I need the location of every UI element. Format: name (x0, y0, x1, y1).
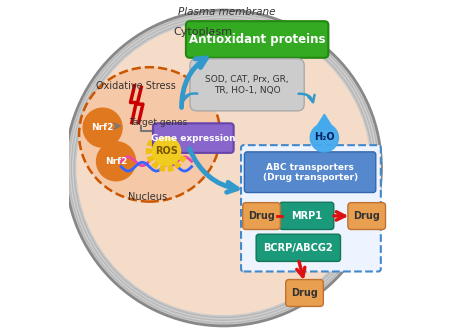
Text: MRP1: MRP1 (291, 211, 322, 221)
Text: Target genes: Target genes (129, 118, 187, 127)
Polygon shape (166, 151, 174, 172)
Text: Nrf2: Nrf2 (105, 157, 127, 166)
Polygon shape (166, 151, 186, 163)
FancyBboxPatch shape (286, 280, 323, 306)
FancyBboxPatch shape (348, 203, 385, 229)
Text: Nucleus: Nucleus (128, 192, 167, 202)
FancyBboxPatch shape (256, 234, 340, 261)
Polygon shape (146, 139, 166, 151)
Polygon shape (166, 139, 186, 151)
Polygon shape (151, 133, 166, 151)
Polygon shape (159, 130, 166, 151)
Text: Cytoplasm: Cytoplasm (174, 27, 233, 37)
Polygon shape (146, 148, 166, 155)
FancyBboxPatch shape (153, 123, 234, 153)
Text: Gene expression: Gene expression (151, 134, 236, 142)
Polygon shape (166, 133, 182, 151)
Text: BCRP/ABCG2: BCRP/ABCG2 (264, 243, 333, 253)
Circle shape (310, 124, 338, 152)
Ellipse shape (79, 67, 220, 202)
Text: H₂O: H₂O (314, 132, 335, 142)
FancyBboxPatch shape (241, 145, 381, 271)
Polygon shape (166, 148, 187, 155)
Text: Oxidative Stress: Oxidative Stress (96, 81, 176, 91)
Text: Nrf2: Nrf2 (91, 123, 114, 132)
Text: Drug: Drug (353, 211, 380, 221)
FancyBboxPatch shape (280, 202, 334, 229)
Text: SOD, CAT, Prx, GR,
TR, HO-1, NQO: SOD, CAT, Prx, GR, TR, HO-1, NQO (205, 75, 289, 94)
Text: Drug: Drug (248, 211, 275, 221)
FancyBboxPatch shape (186, 21, 328, 58)
Polygon shape (151, 151, 166, 169)
Polygon shape (315, 114, 334, 129)
Text: Plasma membrane: Plasma membrane (178, 7, 276, 17)
Ellipse shape (65, 10, 382, 326)
Circle shape (97, 142, 136, 181)
FancyBboxPatch shape (243, 203, 280, 229)
Polygon shape (166, 130, 174, 151)
FancyBboxPatch shape (190, 59, 304, 111)
Text: ABC transporters
(Drug transporter): ABC transporters (Drug transporter) (263, 163, 358, 182)
Text: Drug: Drug (291, 288, 318, 298)
Text: ROS: ROS (155, 146, 178, 156)
Circle shape (83, 108, 122, 147)
Polygon shape (159, 151, 166, 172)
Polygon shape (146, 151, 166, 163)
Ellipse shape (76, 20, 372, 316)
Circle shape (152, 137, 181, 165)
Text: Antioxidant proteins: Antioxidant proteins (189, 33, 326, 46)
FancyBboxPatch shape (245, 152, 376, 193)
Polygon shape (166, 151, 182, 169)
